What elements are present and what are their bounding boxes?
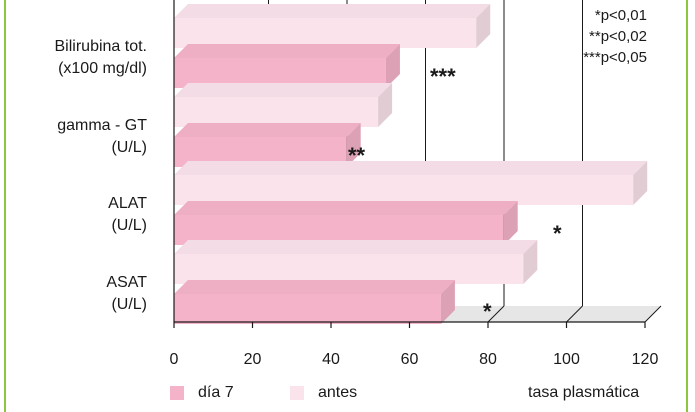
- bar-top-antes-1: [174, 83, 393, 97]
- x-axis-label: tasa plasmática: [528, 384, 640, 401]
- bar-end-día 7-2: [503, 201, 518, 245]
- x-tick-label-100: 100: [553, 351, 580, 368]
- bar-top-antes-3: [174, 240, 538, 254]
- bar-top-día 7-1: [174, 123, 361, 137]
- significance-marker-0: ***: [430, 64, 456, 89]
- significance-note-3: ***p<0,05: [583, 49, 647, 66]
- bar-end-día 7-1: [346, 123, 361, 167]
- bar-día 7-3: [174, 294, 441, 324]
- floor-right-edge: [644, 305, 662, 323]
- bar-top-antes-2: [174, 161, 648, 175]
- legend-label-dia-7: día 7: [198, 384, 234, 401]
- significance-note-2: **p<0,02: [589, 28, 647, 45]
- category-label-asat: ASAT (U/L): [106, 274, 147, 313]
- legend-swatch-dia-7: [170, 386, 184, 400]
- right-frame-line: [686, 0, 688, 412]
- bar-end-antes-0: [476, 4, 491, 48]
- category-label-alat: ALAT (U/L): [108, 195, 147, 234]
- x-tick-label-0: 0: [170, 351, 179, 368]
- gridline-floor-100: [566, 305, 583, 323]
- legend-item-dia-7: día 7: [170, 384, 234, 402]
- bar-antes-2: [174, 175, 634, 205]
- bar-top-día 7-2: [174, 201, 518, 215]
- x-tick-label-40: 40: [322, 351, 340, 368]
- category-label-gamma-gt: gamma - GT (U/L): [57, 117, 147, 156]
- x-tick-label-120: 120: [632, 351, 659, 368]
- significance-marker-1: **: [348, 143, 366, 168]
- bar-end-día 7-3: [440, 280, 455, 324]
- significance-marker-3: *: [483, 299, 492, 324]
- bar-end-día 7-0: [385, 44, 400, 88]
- legend-swatch-antes: [290, 386, 304, 400]
- legend-item-antes: antes: [290, 384, 357, 402]
- bar-antes-1: [174, 97, 379, 127]
- category-label-bilirubina: Bilirubina tot. (x100 mg/dl): [54, 38, 148, 77]
- x-tick-label-80: 80: [479, 351, 497, 368]
- bar-top-día 7-0: [174, 44, 400, 58]
- significance-marker-2: *: [553, 221, 562, 246]
- significance-note-1: *p<0,01: [594, 7, 647, 24]
- left-frame-line: [4, 0, 6, 412]
- bar-top-día 7-3: [174, 280, 455, 294]
- bar-top-antes-0: [174, 4, 491, 18]
- x-tick-label-60: 60: [401, 351, 419, 368]
- bar-end-antes-3: [523, 240, 538, 284]
- legend-label-antes: antes: [318, 384, 358, 401]
- x-tick-label-20: 20: [244, 351, 262, 368]
- bar-antes-0: [174, 18, 477, 48]
- bar-end-antes-1: [378, 83, 393, 127]
- bar-end-antes-2: [633, 161, 648, 205]
- gridline-floor-80: [487, 305, 505, 323]
- bar-antes-3: [174, 254, 524, 284]
